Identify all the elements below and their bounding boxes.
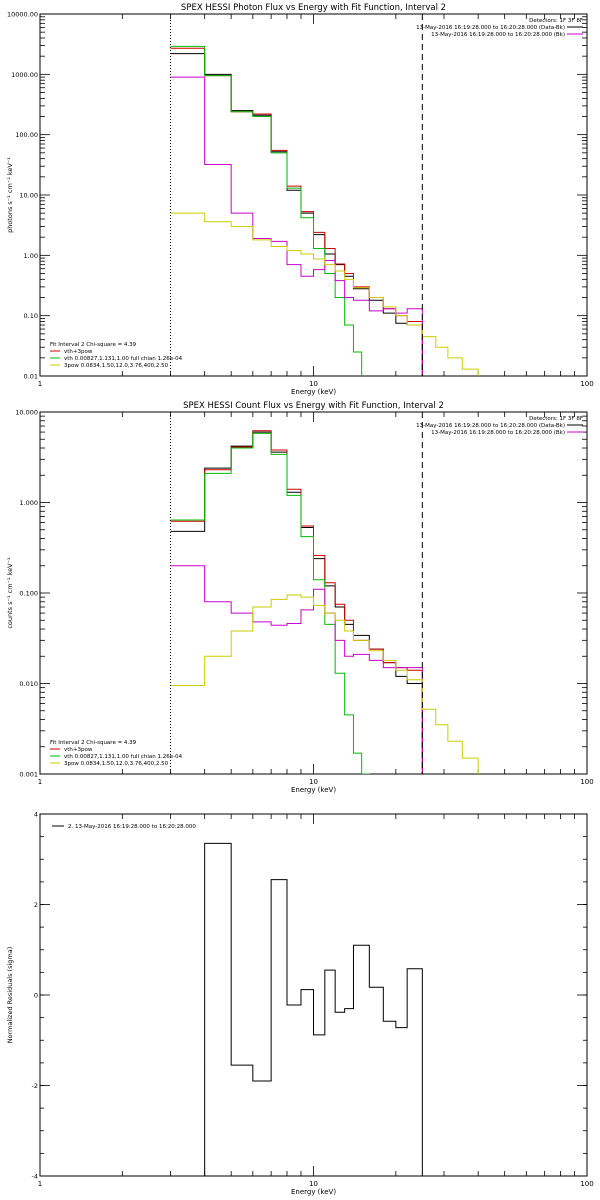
legend-bottom-label: vth+3pow (64, 747, 93, 753)
legend-bottom-label: Fit Interval 2 Chi-square = 4.39 (50, 740, 137, 746)
series-1-line (204, 842, 423, 1176)
series-4-line (170, 565, 423, 774)
series-3-line (170, 45, 363, 376)
y-tick-label: 0.100 (19, 590, 38, 598)
series-5-line (170, 212, 479, 376)
x-tick-label: 100 (580, 380, 593, 388)
x-tick-label: 100 (580, 778, 593, 786)
legend-bottom-label: Fit Interval 2 Chi-square = 4.39 (50, 342, 137, 348)
legend-bottom-label: 3pow 0.0834,1.50,12.0,3.76,400,2.50 (64, 761, 169, 767)
chart-title: SPEX HESSI Count Flux vs Energy with Fit… (183, 401, 444, 411)
y-tick-label: 0.010 (19, 680, 38, 688)
series-4-line (170, 76, 423, 376)
legend-top-label: 13-May-2016 16:19:28.000 to 16:20:28.000… (431, 430, 565, 436)
legend-bottom-label: vth 0.00827,1.131,1.00 full chian 1.26e-… (64, 356, 183, 362)
legend-top-label: Detectors: 1F 3F 8F (529, 416, 583, 422)
y-axis-label: Normalized Residuals (sigma) (6, 947, 14, 1044)
y-tick-label: 0.10 (24, 312, 38, 320)
x-axis-label: Energy (keV) (291, 1188, 336, 1196)
x-tick-label: 10 (309, 778, 318, 786)
legend-top-label: 13-May-2016 16:19:28.000 to 16:20:28.000… (416, 25, 565, 31)
y-tick-label: 1.000 (19, 499, 38, 507)
legend-top-label: 13-May-2016 16:19:28.000 to 16:20:28.000… (416, 423, 565, 429)
legend-bottom-label: 3pow 0.0834,1.50,12.0,3.76,400,2.50 (64, 363, 169, 369)
x-tick-label: 1 (38, 1180, 42, 1188)
y-tick-label: 0.001 (19, 771, 38, 779)
legend-bottom-label: vth 0.00827,1.131,1.00 full chian 1.26e-… (64, 754, 183, 760)
legend-top-label: 2. 13-May-2016 16:19:28.000 to 16:20:28.… (68, 824, 196, 830)
x-tick-label: 100 (580, 1180, 593, 1188)
y-axis-label: counts s⁻¹ cm⁻² keV⁻¹ (6, 557, 14, 629)
series-2-line (170, 47, 423, 376)
series-1-line (170, 431, 423, 774)
x-axis-label: Energy (keV) (291, 786, 336, 794)
x-tick-label: 1 (38, 380, 42, 388)
chart-2: SPEX HESSI Count Flux vs Energy with Fit… (6, 401, 594, 794)
y-tick-label: 4 (34, 811, 38, 819)
legend-bottom-label: vth+3pow (64, 349, 93, 355)
y-tick-label: 10.000 (15, 409, 38, 417)
series-group (204, 842, 423, 1176)
series-5-line (170, 594, 479, 774)
x-tick-label: 1 (38, 778, 42, 786)
series-2-line (170, 430, 423, 774)
plot-frame (39, 13, 588, 377)
y-axis-label: photons s⁻¹ cm⁻² keV⁻¹ (6, 157, 14, 233)
y-tick-label: 0 (34, 992, 38, 1000)
y-tick-label: -2 (32, 1082, 38, 1090)
x-tick-label: 10 (309, 380, 318, 388)
chart-1: SPEX HESSI Photon Flux vs Energy with Fi… (6, 3, 594, 396)
legend-top-label: 13-May-2016 16:19:28.000 to 16:20:28.000… (431, 32, 565, 38)
y-tick-label: 1.00 (24, 252, 38, 260)
x-axis-label: Energy (keV) (291, 388, 336, 396)
series-3-line (170, 432, 370, 774)
y-tick-label: 10000.00 (7, 11, 38, 19)
x-tick-label: 10 (309, 1180, 318, 1188)
legend-top-label: Detectors: 1F 3F 8F (529, 18, 583, 24)
y-tick-label: 100.00 (15, 131, 38, 139)
series-group (170, 430, 479, 774)
series-group (170, 45, 479, 376)
chart-3: 1 10 100 Energy (keV) -4 -2 0 2 4 Normalized Resi… (6, 811, 594, 1197)
y-tick-label: 2 (34, 901, 38, 909)
y-tick-label: 1000.00 (11, 71, 38, 79)
y-tick-label: -4 (32, 1173, 38, 1181)
y-tick-label: 10.00 (19, 192, 38, 200)
series-1-line (170, 53, 423, 376)
chart-title: SPEX HESSI Photon Flux vs Energy with Fi… (181, 3, 446, 13)
y-tick-label: 0.01 (24, 373, 38, 381)
